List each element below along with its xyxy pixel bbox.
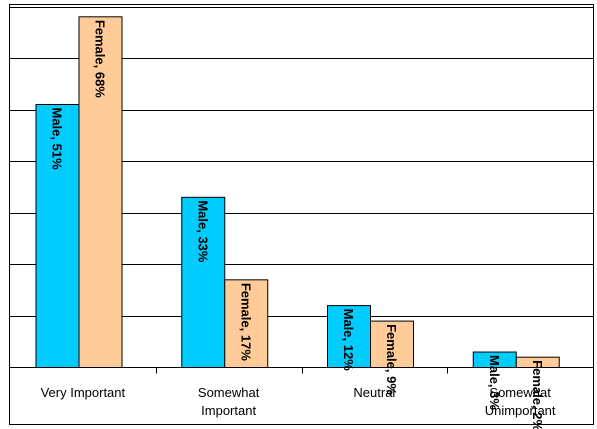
category-label-2: Important (201, 403, 256, 418)
data-label-male-2: Male, 33% (195, 200, 210, 263)
category-label-2: Somewhat (198, 385, 260, 400)
data-label-female-1: Female, 68% (93, 20, 108, 98)
data-label-male-3: Male, 12% (341, 309, 356, 372)
data-label-female-3: Female, 9% (384, 324, 399, 395)
data-label-male-1: Male, 51% (50, 107, 65, 170)
category-label-3: Neutral (353, 385, 395, 400)
data-label-female-4: Female, 2% (530, 360, 545, 429)
data-label-female-2: Female, 17% (238, 283, 253, 361)
bar-male-2 (181, 196, 226, 368)
axes (10, 367, 593, 374)
bar-female-2 (224, 279, 269, 369)
chart-frame (9, 4, 594, 425)
category-labels: Very Important Somewhat Important Neutral So… (41, 385, 556, 418)
category-label-4: Unimportant (485, 403, 556, 418)
data-labels: Male, 51% Male, 33% Male, 12% Male, 3% Femal… (50, 20, 545, 429)
category-label-1: Very Important (41, 385, 126, 400)
category-label-4: Somewhat (489, 385, 551, 400)
data-label-male-4: Male, 3% (487, 355, 502, 410)
